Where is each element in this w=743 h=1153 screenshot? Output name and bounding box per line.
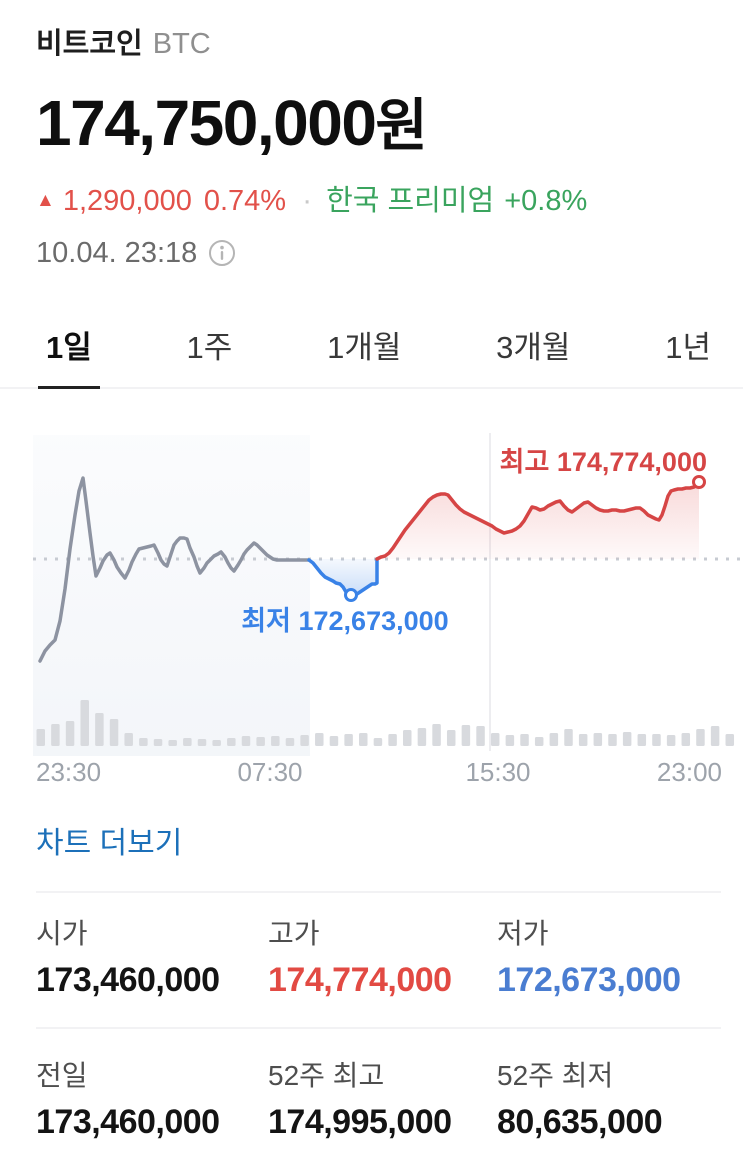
chart-more-link[interactable]: 차트 더보기 xyxy=(36,827,183,860)
stat-prev-close: 전일 173,460,000 xyxy=(36,1059,268,1143)
period-tabs: 1일 1주 1개월 3개월 1년 xyxy=(0,329,743,389)
section-divider xyxy=(36,891,721,893)
stat-label: 52주 최저 xyxy=(497,1060,614,1091)
premium-label: 한국 프리미엄 xyxy=(326,185,495,217)
tab-1year[interactable]: 1년 xyxy=(663,329,713,387)
change-percent: 0.74% xyxy=(203,185,287,217)
stat-52w-high: 52주 최고 174,995,000 xyxy=(268,1059,497,1143)
x-axis-label-0730: 07:30 xyxy=(237,757,302,787)
price-chart[interactable]: 최고 174,774,000 최저 172,673,000 23:30 07:3… xyxy=(0,421,743,791)
stat-value: 172,673,000 xyxy=(497,961,681,999)
change-amount: 1,290,000 xyxy=(62,185,192,217)
coin-name: 비트코인 xyxy=(36,28,143,60)
change-row: ▲ 1,290,000 0.74% · 한국 프리미엄 +0.8% xyxy=(36,183,721,219)
stat-value: 173,460,000 xyxy=(36,961,220,999)
timestamp-row: 10.04. 23:18 xyxy=(36,235,721,271)
price-chart-svg: 최고 174,774,000 최저 172,673,000 23:30 07:3… xyxy=(33,433,741,787)
price-line-series xyxy=(38,475,706,663)
stat-label: 저가 xyxy=(497,918,549,949)
dot-separator: · xyxy=(302,184,313,217)
chart-shaded-region xyxy=(33,435,310,756)
tab-1week[interactable]: 1주 xyxy=(185,329,235,387)
x-axis-label-2300: 23:00 xyxy=(657,757,722,787)
stat-label: 시가 xyxy=(36,918,88,949)
tab-1day[interactable]: 1일 xyxy=(38,329,100,389)
stat-label: 고가 xyxy=(268,918,320,949)
tab-1month[interactable]: 1개월 xyxy=(325,329,403,387)
currency-suffix: 원 xyxy=(375,94,427,158)
tab-3months[interactable]: 3개월 xyxy=(494,329,572,387)
stats-row-1: 시가 173,460,000 고가 174,774,000 저가 172,673… xyxy=(36,893,721,1027)
premium-value: +0.8% xyxy=(504,185,588,217)
x-axis-label-1530: 15:30 xyxy=(465,757,530,787)
coin-title: 비트코인 BTC xyxy=(36,26,721,62)
coin-symbol: BTC xyxy=(152,28,211,60)
volume-bars xyxy=(36,700,735,746)
x-axis-label-2330: 23:30 xyxy=(36,757,101,787)
stat-value: 174,995,000 xyxy=(268,1103,452,1141)
price-value: 174,750,000 xyxy=(36,87,377,159)
stat-value: 80,635,000 xyxy=(497,1103,663,1141)
current-price: 174,750,000원 xyxy=(36,86,721,163)
stat-low: 저가 172,673,000 xyxy=(497,917,721,1001)
price-header: 비트코인 BTC 174,750,000원 ▲ 1,290,000 0.74% ·… xyxy=(0,26,743,271)
stat-52w-low: 52주 최저 80,635,000 xyxy=(497,1059,721,1143)
timestamp: 10.04. 23:18 xyxy=(36,237,198,269)
stats-table: 시가 173,460,000 고가 174,774,000 저가 172,673… xyxy=(0,893,743,1143)
stat-open: 시가 173,460,000 xyxy=(36,917,268,1001)
stat-value: 174,774,000 xyxy=(268,961,452,999)
stat-value: 173,460,000 xyxy=(36,1103,220,1141)
chart-low-annotation: 최저 172,673,000 xyxy=(241,606,448,636)
chart-high-annotation: 최고 174,774,000 xyxy=(500,447,707,477)
info-circle-icon[interactable] xyxy=(207,238,237,268)
stat-label: 전일 xyxy=(36,1060,88,1091)
up-triangle-icon: ▲ xyxy=(36,190,55,211)
stats-row-2: 전일 173,460,000 52주 최고 174,995,000 52주 최저… xyxy=(36,1027,721,1143)
stat-label: 52주 최고 xyxy=(268,1060,385,1091)
stat-high: 고가 174,774,000 xyxy=(268,917,497,1001)
